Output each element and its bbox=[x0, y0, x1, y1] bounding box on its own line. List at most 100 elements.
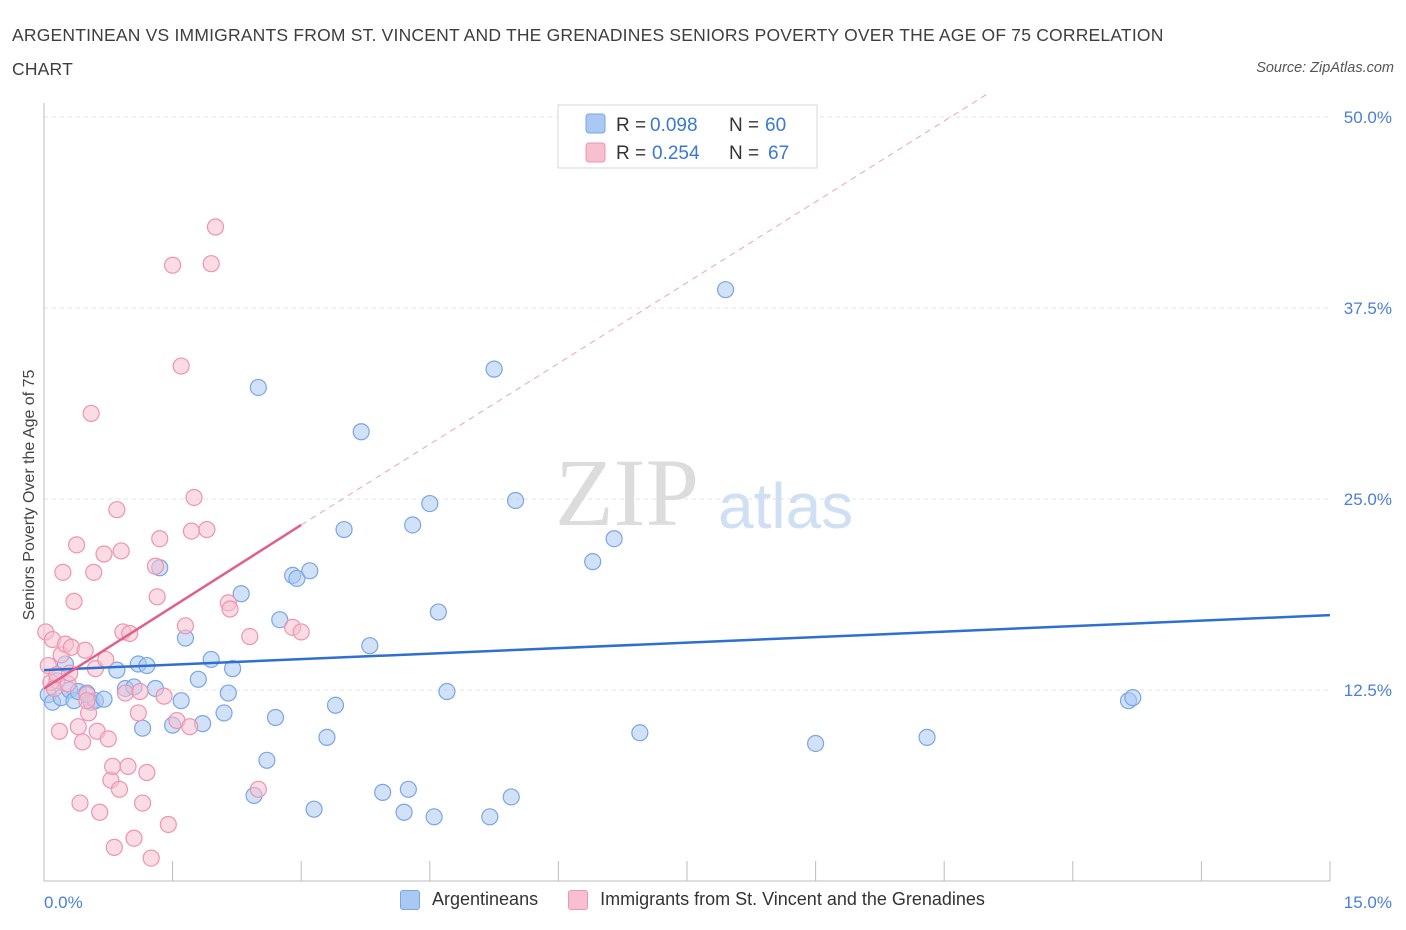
point-argentineans-32 bbox=[258, 751, 276, 769]
point-argentineans-33 bbox=[266, 708, 285, 727]
point-argentineans-63 bbox=[1124, 689, 1142, 707]
point-argentineans-34 bbox=[271, 611, 289, 629]
point-immigrants-42 bbox=[133, 794, 152, 812]
point-argentineans-57 bbox=[605, 530, 623, 548]
point-argentineans-28 bbox=[224, 660, 242, 678]
point-argentineans-55 bbox=[506, 491, 525, 510]
y-tick-label-0: 12.5% bbox=[1344, 681, 1392, 700]
point-argentineans-56 bbox=[584, 553, 602, 571]
legend-n-label-0: N = bbox=[729, 115, 759, 136]
point-argentineans-23 bbox=[189, 670, 207, 688]
y-tick-labels: 12.5% 25.0% 37.5% 50.0% bbox=[1344, 108, 1392, 700]
trend-line-pink-extrapolated bbox=[300, 93, 988, 526]
legend-r-value-0: 0.098 bbox=[650, 115, 698, 136]
point-immigrants-54 bbox=[181, 718, 199, 736]
point-immigrants-16 bbox=[71, 794, 89, 812]
point-argentineans-54 bbox=[502, 788, 520, 806]
point-argentineans-16 bbox=[133, 719, 152, 737]
point-immigrants-33 bbox=[110, 780, 129, 798]
legend-n-value-0: 60 bbox=[765, 115, 786, 136]
point-immigrants-31 bbox=[105, 838, 123, 856]
legend-item-argentineans[interactable]: Argentineans bbox=[400, 889, 538, 910]
point-immigrants-45 bbox=[146, 557, 165, 575]
point-argentineans-31 bbox=[249, 378, 267, 397]
point-immigrants-52 bbox=[172, 357, 190, 375]
point-immigrants-49 bbox=[159, 815, 177, 834]
point-immigrants-8 bbox=[54, 563, 72, 581]
point-argentineans-47 bbox=[404, 516, 422, 534]
y-tick-label-2: 37.5% bbox=[1344, 299, 1392, 318]
point-immigrants-66 bbox=[78, 692, 96, 710]
point-argentineans-61 bbox=[918, 728, 936, 746]
legend-swatch-pink bbox=[585, 142, 606, 163]
point-argentineans-42 bbox=[352, 423, 370, 441]
y-tick-label-3: 50.0% bbox=[1344, 108, 1392, 127]
point-immigrants-17 bbox=[73, 733, 92, 751]
point-argentineans-27 bbox=[219, 684, 237, 702]
point-immigrants-39 bbox=[125, 829, 143, 847]
point-argentineans-52 bbox=[481, 808, 499, 826]
series-legend: Argentineans Immigrants from St. Vincent… bbox=[400, 889, 1015, 910]
point-immigrants-55 bbox=[182, 522, 201, 540]
point-argentineans-60 bbox=[806, 734, 825, 753]
point-argentineans-50 bbox=[429, 603, 447, 621]
point-immigrants-61 bbox=[221, 600, 239, 618]
trend-lines bbox=[43, 93, 1331, 690]
point-argentineans-26 bbox=[215, 704, 233, 722]
point-argentineans-37 bbox=[301, 562, 319, 580]
watermark-atlas: atlas bbox=[718, 470, 853, 542]
point-argentineans-38 bbox=[305, 800, 323, 818]
stats-legend: R = 0.098 N = 60 R = 0.254 N = 67 bbox=[557, 104, 818, 169]
point-argentineans-29 bbox=[232, 585, 250, 603]
point-immigrants-34 bbox=[112, 542, 130, 560]
chart-title: ARGENTINEAN VS IMMIGRANTS FROM ST. VINCE… bbox=[12, 25, 1164, 79]
point-immigrants-36 bbox=[116, 684, 135, 702]
point-immigrants-57 bbox=[198, 520, 216, 539]
point-immigrants-48 bbox=[155, 687, 173, 705]
point-argentineans-44 bbox=[374, 783, 392, 801]
point-immigrants-15 bbox=[69, 718, 87, 736]
point-argentineans-49 bbox=[425, 808, 443, 826]
point-immigrants-32 bbox=[108, 501, 126, 519]
legend-n-label-1: N = bbox=[729, 143, 759, 164]
legend-r-value-1: 0.254 bbox=[652, 143, 700, 164]
point-argentineans-46 bbox=[399, 780, 417, 798]
legend-item-immigrants[interactable]: Immigrants from St. Vincent and the Gren… bbox=[568, 889, 985, 910]
legend-label-immigrants: Immigrants from St. Vincent and the Gren… bbox=[600, 889, 985, 909]
point-argentineans-59 bbox=[716, 281, 735, 299]
point-immigrants-26 bbox=[95, 545, 113, 563]
point-immigrants-50 bbox=[164, 256, 182, 274]
point-argentineans-40 bbox=[326, 696, 345, 714]
point-immigrants-41 bbox=[131, 682, 149, 701]
point-argentineans-21 bbox=[172, 692, 190, 710]
point-immigrants-56 bbox=[185, 488, 203, 507]
point-immigrants-53 bbox=[176, 617, 195, 635]
point-argentineans-58 bbox=[631, 724, 649, 742]
point-immigrants-21 bbox=[82, 404, 100, 423]
trend-line-blue bbox=[43, 613, 1331, 672]
point-immigrants-44 bbox=[142, 849, 160, 867]
point-argentineans-45 bbox=[395, 803, 413, 821]
point-immigrants-62 bbox=[241, 627, 259, 646]
point-immigrants-63 bbox=[249, 780, 267, 798]
point-immigrants-25 bbox=[91, 803, 109, 821]
point-immigrants-18 bbox=[76, 641, 94, 659]
point-argentineans-51 bbox=[438, 682, 456, 701]
point-argentineans-41 bbox=[335, 520, 353, 539]
point-argentineans-25 bbox=[202, 650, 220, 669]
point-immigrants-58 bbox=[202, 255, 220, 273]
point-argentineans-11 bbox=[95, 690, 113, 708]
point-immigrants-40 bbox=[129, 704, 147, 722]
point-argentineans-53 bbox=[485, 360, 503, 378]
legend-swatch-immigrants bbox=[568, 889, 589, 910]
point-immigrants-59 bbox=[206, 218, 225, 236]
point-immigrants-28 bbox=[99, 730, 117, 748]
y-tick-label-1: 25.0% bbox=[1344, 490, 1392, 509]
point-immigrants-13 bbox=[65, 592, 83, 610]
point-immigrants-65 bbox=[292, 623, 310, 641]
point-immigrants-46 bbox=[148, 588, 166, 606]
legend-r-label-0: R = bbox=[616, 115, 646, 136]
x-tick-label-min: 0.0% bbox=[44, 893, 83, 912]
point-argentineans-43 bbox=[361, 637, 379, 655]
